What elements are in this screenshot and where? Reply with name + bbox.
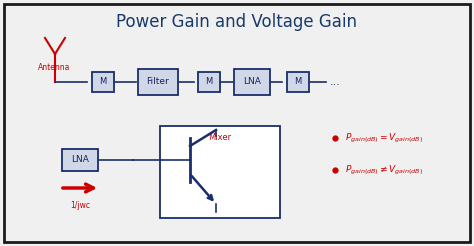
Bar bbox=[287, 72, 309, 92]
Bar bbox=[198, 72, 220, 92]
Bar bbox=[138, 69, 178, 95]
Text: M: M bbox=[100, 77, 107, 87]
Text: $P_{gain(dB)} \neq V_{gain(dB)}$: $P_{gain(dB)} \neq V_{gain(dB)}$ bbox=[345, 163, 423, 177]
Bar bbox=[160, 126, 280, 218]
Bar bbox=[234, 69, 270, 95]
Bar bbox=[92, 72, 114, 92]
Text: LNA: LNA bbox=[71, 155, 89, 165]
Text: M: M bbox=[205, 77, 213, 87]
Text: ...: ... bbox=[330, 77, 341, 87]
Bar bbox=[62, 149, 98, 171]
Text: 1/jwc: 1/jwc bbox=[70, 201, 90, 210]
Text: M: M bbox=[294, 77, 301, 87]
Text: $P_{gain(dB)} = V_{gain(dB)}$: $P_{gain(dB)} = V_{gain(dB)}$ bbox=[345, 131, 423, 145]
Text: Power Gain and Voltage Gain: Power Gain and Voltage Gain bbox=[117, 13, 357, 31]
Text: LNA: LNA bbox=[243, 77, 261, 87]
Text: Antenna: Antenna bbox=[38, 63, 70, 73]
Text: Filter: Filter bbox=[146, 77, 169, 87]
Text: Mixer: Mixer bbox=[209, 134, 232, 142]
